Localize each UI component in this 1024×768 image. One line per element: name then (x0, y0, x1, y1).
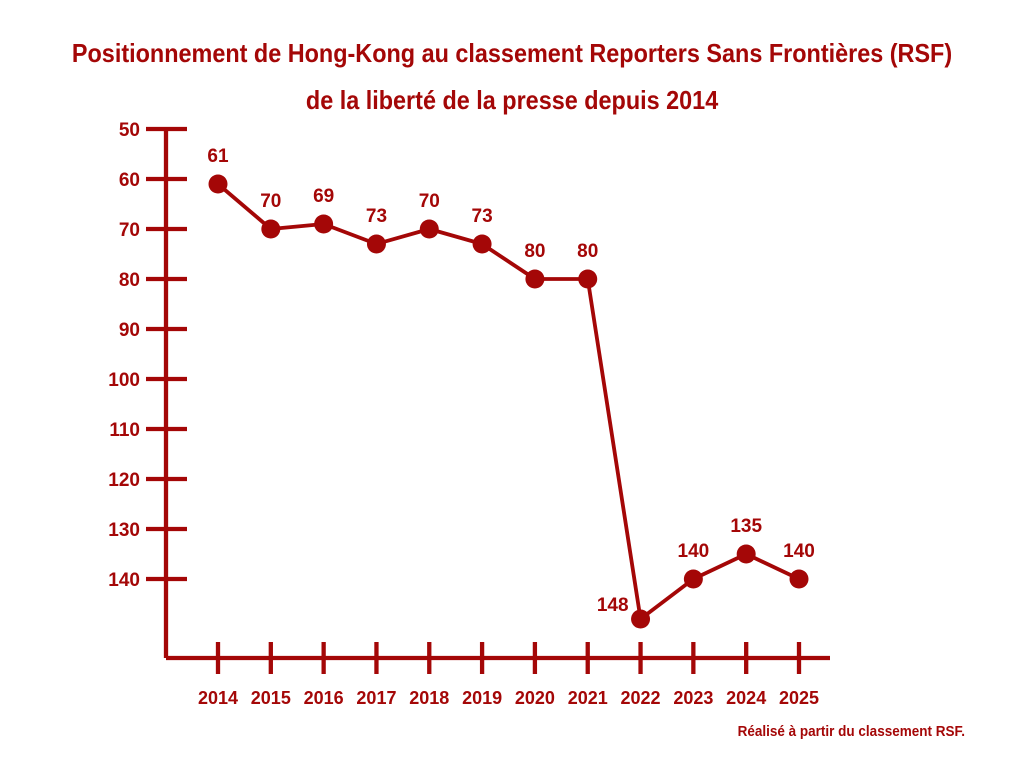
svg-text:73: 73 (472, 206, 493, 227)
svg-text:2015: 2015 (251, 688, 291, 708)
svg-text:80: 80 (524, 241, 545, 262)
svg-text:2023: 2023 (673, 688, 713, 708)
svg-text:2024: 2024 (726, 688, 766, 708)
svg-text:148: 148 (597, 595, 629, 616)
svg-text:2017: 2017 (356, 688, 396, 708)
svg-text:60: 60 (119, 170, 140, 191)
svg-text:80: 80 (119, 270, 140, 291)
svg-text:100: 100 (108, 370, 140, 391)
svg-text:2025: 2025 (779, 688, 819, 708)
svg-text:140: 140 (783, 541, 815, 562)
svg-text:90: 90 (119, 320, 140, 341)
svg-text:2019: 2019 (462, 688, 502, 708)
svg-text:2022: 2022 (621, 688, 661, 708)
svg-text:70: 70 (419, 191, 440, 212)
svg-text:2016: 2016 (304, 688, 344, 708)
svg-text:73: 73 (366, 206, 387, 227)
svg-text:120: 120 (108, 470, 140, 491)
svg-text:110: 110 (109, 420, 140, 441)
svg-text:2020: 2020 (515, 688, 555, 708)
svg-text:80: 80 (577, 241, 598, 262)
svg-text:61: 61 (207, 146, 229, 167)
svg-text:130: 130 (108, 520, 140, 541)
svg-text:70: 70 (119, 220, 140, 241)
svg-text:140: 140 (108, 570, 140, 591)
svg-text:2014: 2014 (198, 688, 238, 708)
svg-text:2021: 2021 (568, 688, 608, 708)
svg-text:69: 69 (313, 186, 334, 207)
svg-text:140: 140 (678, 541, 710, 562)
svg-text:70: 70 (260, 191, 281, 212)
svg-text:2018: 2018 (409, 688, 449, 708)
svg-text:135: 135 (730, 516, 762, 537)
